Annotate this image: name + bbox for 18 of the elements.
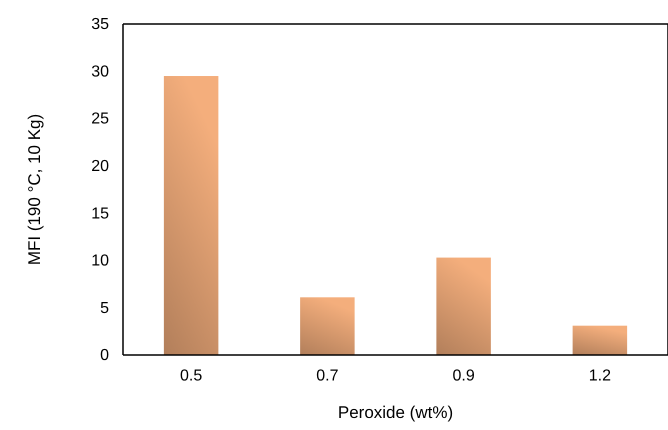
y-tick-label: 20	[91, 158, 110, 175]
x-tick-label: 0.9	[452, 367, 475, 384]
bar	[572, 326, 628, 355]
x-tick-label: 0.5	[180, 367, 202, 384]
y-tick-label: 35	[91, 16, 110, 34]
y-tick-label: 15	[91, 205, 110, 222]
bar	[436, 258, 491, 355]
y-tick-label: 10	[91, 252, 110, 270]
y-tick-label: 30	[91, 63, 110, 80]
bar	[164, 76, 218, 355]
y-axis-title: MFI (190 °C, 10 Kg)	[25, 114, 44, 266]
y-tick-label: 0	[100, 347, 110, 364]
x-axis-title: Peroxide (wt%)	[338, 403, 454, 422]
y-tick-label: 25	[91, 110, 110, 128]
x-tick-label: 0.7	[316, 367, 339, 384]
x-tick-label: 1.2	[588, 367, 612, 384]
y-tick-label: 5	[100, 300, 110, 317]
bar	[300, 297, 355, 355]
